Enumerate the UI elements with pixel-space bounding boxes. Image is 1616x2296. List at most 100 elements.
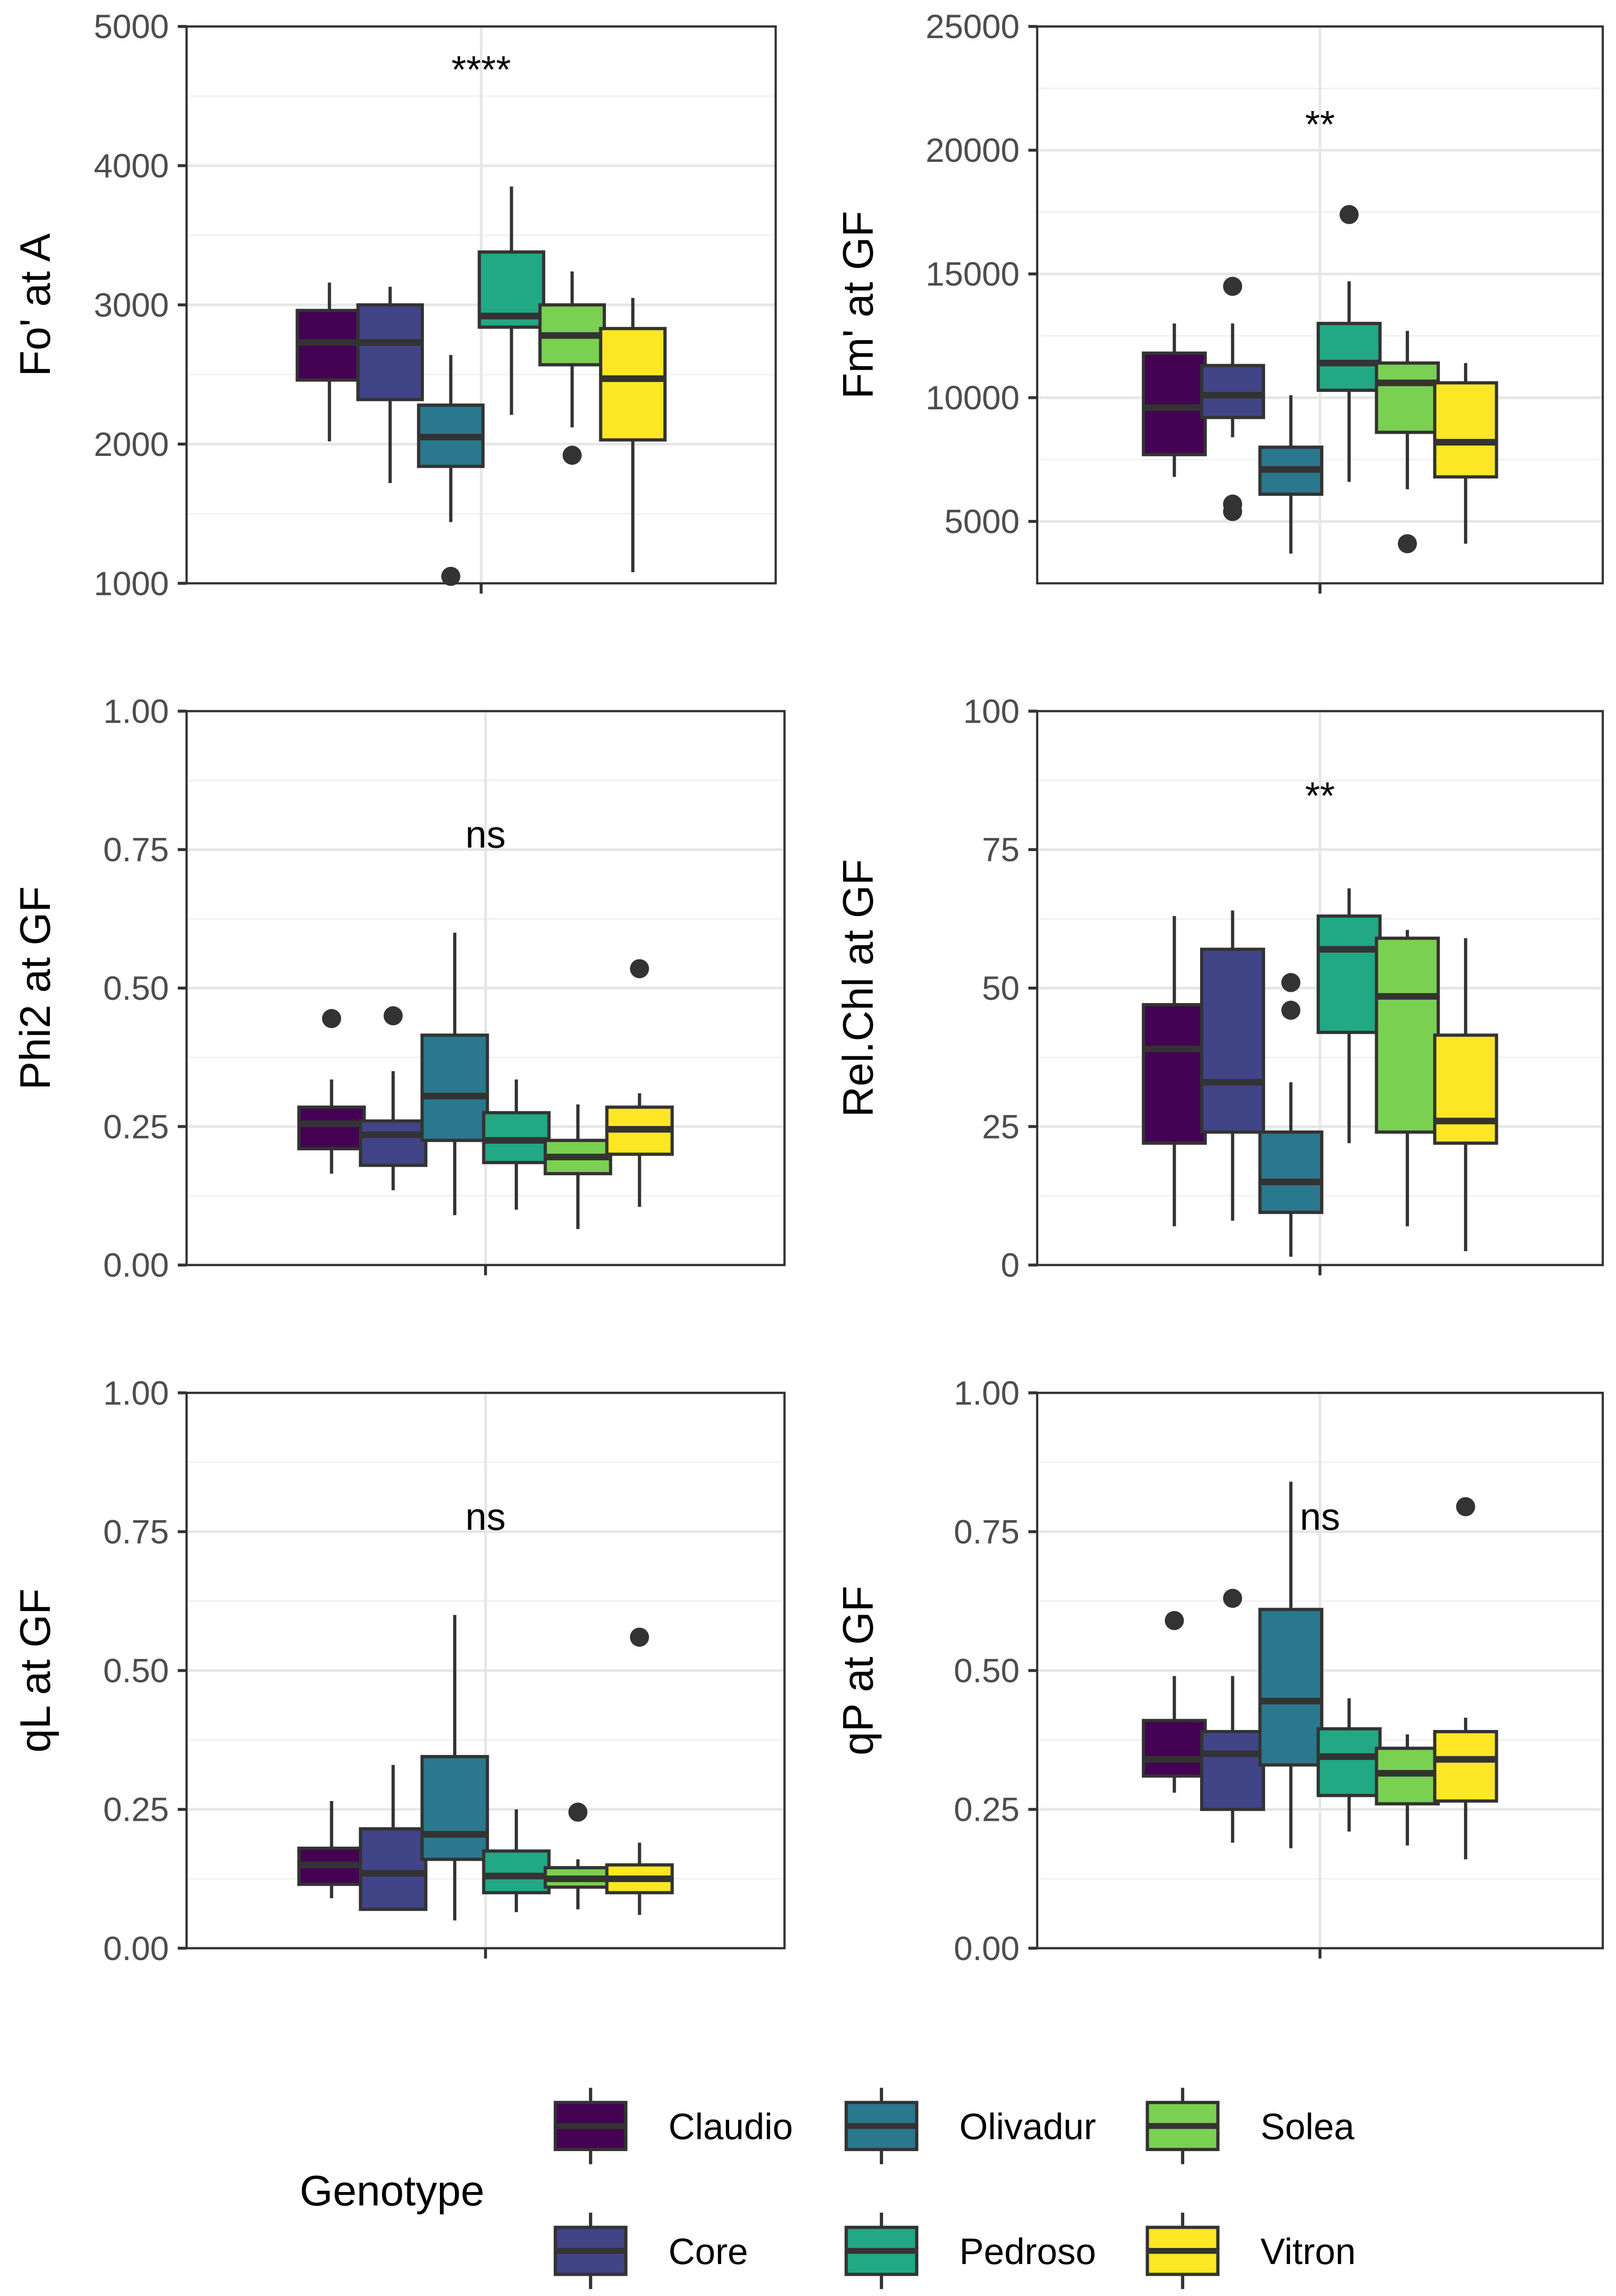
box-pedroso: [1316, 888, 1382, 1143]
box-olivadur: [1258, 1482, 1323, 1849]
iqr-box: [1258, 1130, 1323, 1214]
y-tick-label: 0.50: [103, 1652, 169, 1690]
legend-item-core: Core: [553, 2212, 748, 2289]
iqr-box: [1200, 364, 1266, 419]
outlier-point: [630, 959, 649, 979]
box-pedroso: [1316, 1698, 1382, 1832]
box-core: [358, 1006, 428, 1190]
box-solea: [1375, 930, 1440, 1227]
iqr-box: [358, 1827, 428, 1911]
legend-title: Genotype: [300, 2167, 485, 2215]
y-tick-label: 20000: [925, 132, 1019, 169]
outlier-point: [441, 566, 461, 586]
y-tick-label: 10000: [925, 379, 1019, 417]
outlier-point: [1339, 205, 1359, 224]
y-tick-label: 2000: [94, 426, 169, 463]
y-tick-label: 1.00: [103, 1374, 169, 1412]
box-claudio: [1142, 1611, 1207, 1793]
box-core: [356, 287, 424, 483]
panel-border: [1036, 710, 1604, 1267]
y-tick-label: 0.25: [103, 1791, 169, 1829]
significance-label: ****: [451, 49, 510, 91]
y-tick-label: 0.25: [954, 1791, 1019, 1829]
legend-item-pedroso: Pedroso: [844, 2212, 1096, 2289]
panel-border: [185, 710, 786, 1267]
y-axis-label: Phi2 at GF: [12, 886, 59, 1090]
y-tick-label: 25: [982, 1108, 1019, 1146]
iqr-box: [1316, 1727, 1382, 1797]
iqr-box: [1142, 1719, 1207, 1778]
box-olivadur: [417, 355, 485, 586]
y-tick-label: 0.25: [103, 1108, 169, 1146]
significance-label: ns: [465, 1496, 506, 1538]
iqr-box: [1258, 1608, 1323, 1767]
y-tick-label: 75: [982, 831, 1019, 869]
panel-4: 0 25 50 75 100 Rel.Chl at GF **: [835, 693, 1604, 1284]
legend-label: Olivadur: [959, 2106, 1096, 2147]
legend-label: Solea: [1260, 2106, 1354, 2147]
y-tick-label: 100: [963, 693, 1019, 730]
legend-item-vitron: Vitron: [1146, 2212, 1356, 2289]
box-olivadur: [420, 933, 489, 1215]
iqr-box: [1375, 361, 1440, 434]
panel-2: 5000 10000 15000 20000 25000 Fm' at GF **: [835, 8, 1604, 594]
iqr-box: [1142, 351, 1207, 456]
box-vitron: [1433, 938, 1498, 1252]
box-claudio: [1142, 323, 1207, 477]
y-tick-label: 5000: [944, 503, 1019, 541]
box-pedroso: [1316, 205, 1382, 482]
y-tick-label: 0.00: [954, 1930, 1019, 1968]
box-solea: [543, 1104, 613, 1229]
y-tick-label: 0.50: [954, 1652, 1019, 1690]
panel-1: 1000 2000 3000 4000 5000 Fo' at A ****: [12, 8, 777, 603]
y-axis-label: Fo' at A: [12, 233, 59, 376]
y-axis-label: qP at GF: [835, 1586, 882, 1755]
outlier-point: [322, 1009, 342, 1028]
y-tick-label: 0.50: [103, 970, 169, 1007]
outlier-point: [1456, 1497, 1475, 1516]
outlier-point: [1398, 534, 1417, 553]
outlier-point: [1281, 973, 1301, 992]
box-vitron: [605, 959, 674, 1207]
legend-label: Vitron: [1260, 2231, 1355, 2272]
iqr-box: [1316, 914, 1382, 1034]
y-tick-label: 1.00: [103, 693, 169, 730]
legend-label: Core: [669, 2231, 748, 2272]
legend-item-solea: Solea: [1146, 2088, 1355, 2164]
iqr-box: [1200, 1730, 1266, 1811]
outlier-point: [630, 1627, 649, 1647]
box-core: [1200, 910, 1266, 1221]
box-claudio: [1142, 916, 1207, 1227]
box-vitron: [605, 1627, 674, 1915]
box-vitron: [1433, 363, 1498, 544]
outlier-point: [383, 1006, 403, 1026]
y-tick-label: 0.75: [954, 1513, 1019, 1551]
y-axis-label: Rel.Chl at GF: [835, 859, 882, 1117]
iqr-box: [358, 1119, 428, 1167]
legend-item-olivadur: Olivadur: [844, 2088, 1096, 2164]
panel-border: [185, 1392, 786, 1950]
iqr-box: [420, 1755, 489, 1861]
y-axis-label: Fm' at GF: [835, 211, 882, 399]
box-core: [1200, 1588, 1266, 1843]
box-claudio: [297, 1009, 366, 1174]
significance-label: **: [1305, 104, 1335, 146]
iqr-box: [1433, 1730, 1498, 1803]
y-tick-label: 15000: [925, 255, 1019, 293]
panel-5: 0.00 0.25 0.50 0.75 1.00 qL at GF ns: [12, 1374, 786, 1968]
y-tick-label: 0.75: [103, 831, 169, 869]
y-tick-label: 0: [1001, 1247, 1019, 1284]
y-axis-label: qL at GF: [12, 1588, 59, 1753]
box-pedroso: [478, 186, 545, 415]
box-solea: [1375, 331, 1440, 553]
outlier-point: [562, 446, 582, 465]
box-solea: [1375, 1734, 1440, 1846]
box-vitron: [1433, 1497, 1498, 1859]
legend-item-claudio: Claudio: [553, 2088, 793, 2164]
iqr-box: [482, 1849, 551, 1895]
box-vitron: [599, 298, 667, 573]
y-tick-label: 1.00: [954, 1374, 1019, 1412]
iqr-box: [356, 303, 424, 401]
panel-border: [1036, 1392, 1604, 1950]
